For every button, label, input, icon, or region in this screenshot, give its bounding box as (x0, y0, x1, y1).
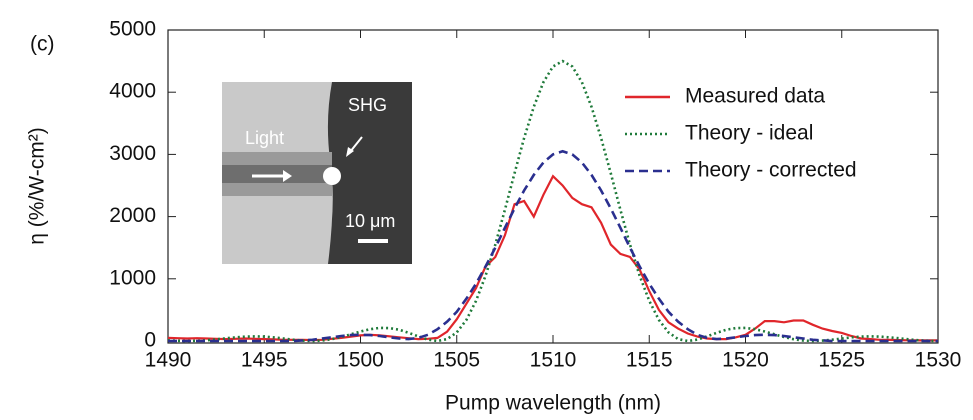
x-tick-label: 1510 (530, 349, 577, 372)
x-tick-label: 1515 (626, 349, 673, 372)
inset-arrow-head (346, 147, 354, 157)
x-tick-label: 1495 (241, 349, 288, 372)
x-tick-label: 1490 (145, 349, 192, 372)
y-tick-label: 5000 (109, 18, 156, 41)
x-tick-label: 1500 (337, 349, 384, 372)
inset-label: Light (245, 128, 284, 148)
y-tick-label: 4000 (109, 80, 156, 103)
x-axis-label: Pump wavelength (nm) (445, 392, 661, 415)
y-tick-label: 3000 (109, 142, 156, 165)
inset-label: 10 μm (345, 211, 395, 231)
x-tick-label: 1525 (818, 349, 865, 372)
inset-label: SHG (348, 95, 387, 115)
inset-arrow-head (283, 170, 292, 182)
series-line (168, 149, 938, 343)
legend-label: Theory - corrected (685, 159, 857, 182)
inset-dark-area (327, 82, 412, 264)
y-tick-label: 0 (144, 329, 156, 352)
inset-waveguide-core (222, 165, 332, 183)
inset-image: Light SHG 10 μm (222, 82, 412, 264)
y-tick-label: 2000 (109, 204, 156, 227)
y-axis-label: η (%/W-cm²) (26, 127, 49, 244)
inset-spot (323, 167, 341, 185)
x-tick-label: 1520 (722, 349, 769, 372)
panel-label: (c) (30, 33, 55, 56)
inset-arrow (349, 136, 363, 153)
y-tick-label: 1000 (109, 266, 156, 289)
legend-label: Theory - ideal (685, 122, 813, 145)
x-tick-label: 1505 (433, 349, 480, 372)
legend-label: Measured data (685, 85, 825, 108)
x-tick-label: 1530 (915, 349, 962, 372)
